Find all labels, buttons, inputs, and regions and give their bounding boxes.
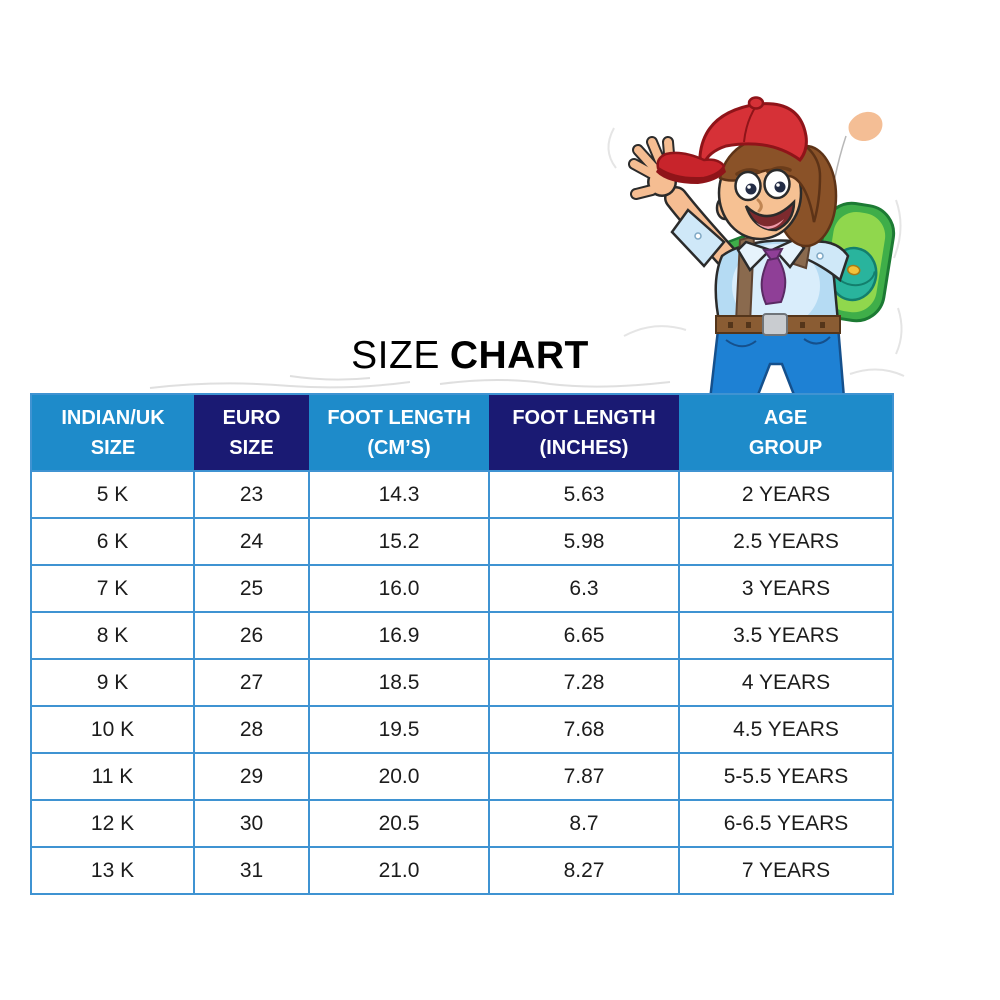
cell-cm: 21.0: [308, 846, 490, 895]
cell-inches: 6.3: [488, 564, 680, 613]
cell-indian-uk: 13 K: [30, 846, 195, 895]
cell-euro: 28: [193, 705, 310, 754]
header-line: (CM’S): [367, 436, 431, 459]
cell-indian-uk: 10 K: [30, 705, 195, 754]
cell-cm: 16.0: [308, 564, 490, 613]
header-line: INDIAN/UK: [61, 406, 165, 429]
eyes: [734, 168, 791, 202]
cell-inches: 5.98: [488, 517, 680, 566]
table-row: 12 K 30 20.5 8.7 6-6.5 YEARS: [30, 799, 894, 848]
header-line: EURO: [222, 406, 281, 429]
cell-indian-uk: 8 K: [30, 611, 195, 660]
sketch-marks: [149, 375, 671, 389]
header-line: SIZE: [229, 436, 274, 459]
cell-euro: 23: [193, 470, 310, 519]
cell-euro: 29: [193, 752, 310, 801]
header-line: AGE: [763, 406, 808, 429]
sketch-marks: [607, 127, 905, 377]
mouth: [744, 198, 796, 232]
table-row: 9 K 27 18.5 7.28 4 YEARS: [30, 658, 894, 707]
cell-age: 2.5 YEARS: [678, 517, 894, 566]
table-row: 6 K 24 15.2 5.98 2.5 YEARS: [30, 517, 894, 566]
tie: [760, 247, 787, 306]
cell-cm: 19.5: [308, 705, 490, 754]
table-body: 5 K 23 14.3 5.63 2 YEARS 6 K 24 15.2 5.9…: [30, 470, 894, 895]
belt: [715, 313, 841, 336]
cell-euro: 24: [193, 517, 310, 566]
table-row: 8 K 26 16.9 6.65 3.5 YEARS: [30, 611, 894, 660]
table-row: 5 K 23 14.3 5.63 2 YEARS: [30, 470, 894, 519]
cell-euro: 31: [193, 846, 310, 895]
cell-age: 4 YEARS: [678, 658, 894, 707]
jeans: [708, 324, 846, 402]
table-row: 13 K 31 21.0 8.27 7 YEARS: [30, 846, 894, 895]
header-line: FOOT LENGTH: [327, 406, 471, 429]
cell-inches: 6.65: [488, 611, 680, 660]
size-chart-table: INDIAN/UK SIZE EURO SIZE FOOT LENGTH (CM…: [30, 393, 894, 895]
cell-age: 3.5 YEARS: [678, 611, 894, 660]
table-row: 10 K 28 19.5 7.68 4.5 YEARS: [30, 705, 894, 754]
collar: [736, 240, 773, 273]
title-word-chart: CHART: [449, 334, 589, 377]
table-row: 7 K 25 16.0 6.3 3 YEARS: [30, 564, 894, 613]
cell-indian-uk: 9 K: [30, 658, 195, 707]
title-word-size: SIZE: [351, 334, 440, 377]
cell-age: 7 YEARS: [678, 846, 894, 895]
cell-inches: 7.68: [488, 705, 680, 754]
header-line: FOOT LENGTH: [512, 406, 656, 429]
cell-indian-uk: 6 K: [30, 517, 195, 566]
table-row: 11 K 29 20.0 7.87 5-5.5 YEARS: [30, 752, 894, 801]
cell-euro: 25: [193, 564, 310, 613]
cell-euro: 30: [193, 799, 310, 848]
cell-euro: 27: [193, 658, 310, 707]
header-indian-uk-size: INDIAN/UK SIZE: [31, 394, 194, 471]
header-line: SIZE: [90, 436, 136, 459]
page-title: SIZE CHART: [240, 334, 700, 378]
cell-cm: 15.2: [308, 517, 490, 566]
cell-age: 4.5 YEARS: [678, 705, 894, 754]
cell-age: 2 YEARS: [678, 470, 894, 519]
cell-cm: 14.3: [308, 470, 490, 519]
nose: [756, 198, 763, 213]
cell-indian-uk: 11 K: [30, 752, 195, 801]
cell-inches: 7.28: [488, 658, 680, 707]
cell-indian-uk: 7 K: [30, 564, 195, 613]
eyebrow: [735, 168, 761, 176]
header-age-group: AGE GROUP: [679, 394, 893, 471]
header-foot-length-inches: FOOT LENGTH (INCHES): [489, 394, 679, 471]
cell-age: 3 YEARS: [678, 564, 894, 613]
cell-cm: 16.9: [308, 611, 490, 660]
header-line: GROUP: [748, 436, 823, 459]
red-cap: [656, 96, 808, 184]
header-foot-length-cm: FOOT LENGTH (CM’S): [309, 394, 489, 471]
cell-age: 6-6.5 YEARS: [678, 799, 894, 848]
schoolboy-illustration: [607, 96, 905, 402]
cell-inches: 7.87: [488, 752, 680, 801]
header-euro-size: EURO SIZE: [194, 394, 309, 471]
table-header-row: INDIAN/UK SIZE EURO SIZE FOOT LENGTH (CM…: [31, 394, 893, 471]
cell-euro: 26: [193, 611, 310, 660]
cell-cm: 18.5: [308, 658, 490, 707]
header-line: (INCHES): [539, 436, 629, 459]
cell-cm: 20.5: [308, 799, 490, 848]
cell-cm: 20.0: [308, 752, 490, 801]
shirt: [670, 208, 850, 328]
cell-indian-uk: 12 K: [30, 799, 195, 848]
cell-inches: 8.7: [488, 799, 680, 848]
cell-inches: 5.63: [488, 470, 680, 519]
cell-indian-uk: 5 K: [30, 470, 195, 519]
head: [715, 134, 838, 248]
cell-inches: 8.27: [488, 846, 680, 895]
cell-age: 5-5.5 YEARS: [678, 752, 894, 801]
